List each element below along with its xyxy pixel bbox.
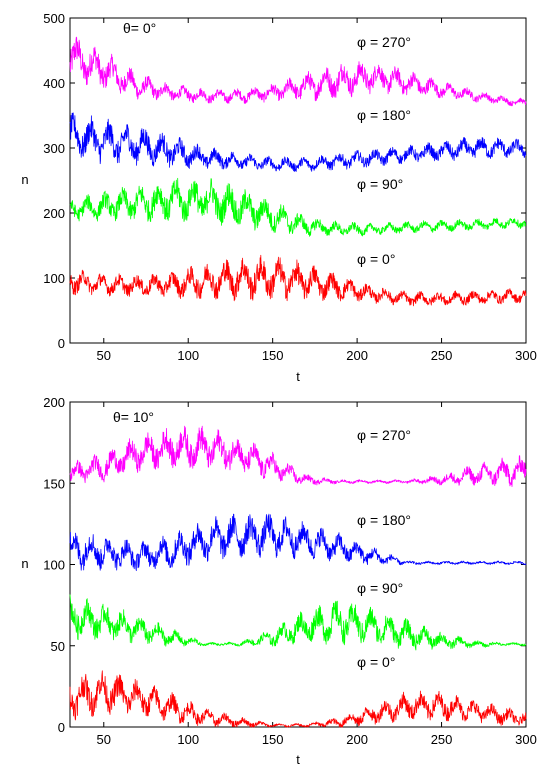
chart-bottom: 50 100 150 200 250 300 0 50 100 150 200 t n θ= 10°… <box>21 395 536 767</box>
theta-annotation: θ= 10° <box>113 409 154 425</box>
plot-frame <box>69 17 527 344</box>
x-tick-label: 50 <box>97 732 111 747</box>
series-line-green <box>69 177 527 237</box>
phi-label-0: φ = 0° <box>357 654 395 670</box>
phi-label-180: φ = 180° <box>357 512 411 528</box>
x-tick-label: 150 <box>262 732 284 747</box>
y-tick-label: 0 <box>58 720 65 735</box>
x-axis-title: t <box>296 752 300 767</box>
series-line-magenta <box>69 36 527 107</box>
x-tick-label: 150 <box>262 348 284 363</box>
phi-label-270: φ = 270° <box>357 34 411 50</box>
x-tick-label: 100 <box>177 348 199 363</box>
x-tick-label: 100 <box>177 732 199 747</box>
x-tick-label: 50 <box>97 348 111 363</box>
y-tick-label: 50 <box>51 639 65 654</box>
series-line-red <box>69 254 527 307</box>
y-tick-label: 200 <box>43 206 65 221</box>
x-tick-label: 250 <box>431 732 453 747</box>
series-group <box>69 36 527 307</box>
ticks: 50 100 150 200 250 300 0 100 200 300 400 500 <box>43 11 537 363</box>
y-tick-label: 100 <box>43 271 65 286</box>
x-tick-label: 250 <box>431 348 453 363</box>
chart-top: 50 100 150 200 250 300 0 100 200 300 400 500 t n θ=… <box>21 11 536 384</box>
series-group <box>69 425 527 728</box>
y-tick-label: 150 <box>43 476 65 491</box>
y-tick-label: 500 <box>43 11 65 26</box>
y-axis-title: n <box>21 172 28 187</box>
ticks: 50 100 150 200 250 300 0 50 100 150 200 <box>43 395 537 747</box>
x-tick-label: 300 <box>515 348 537 363</box>
y-tick-label: 300 <box>43 141 65 156</box>
x-tick-label: 200 <box>346 348 368 363</box>
series-line-magenta <box>69 425 527 487</box>
series-line-blue <box>69 112 527 172</box>
series-line-red <box>69 670 527 728</box>
y-tick-label: 200 <box>43 395 65 410</box>
phi-label-180: φ = 180° <box>357 107 411 123</box>
series-line-blue <box>69 513 527 571</box>
y-axis-title: n <box>21 556 28 571</box>
y-tick-label: 400 <box>43 76 65 91</box>
phi-label-0: φ = 0° <box>357 251 395 267</box>
phi-label-90: φ = 90° <box>357 176 403 192</box>
x-tick-label: 300 <box>515 732 537 747</box>
y-tick-label: 0 <box>58 336 65 351</box>
series-line-green <box>69 594 527 651</box>
y-tick-label: 100 <box>43 558 65 573</box>
theta-annotation: θ= 0° <box>123 20 156 36</box>
phi-label-90: φ = 90° <box>357 580 403 596</box>
x-axis-title: t <box>296 369 300 384</box>
phi-label-270: φ = 270° <box>357 427 411 443</box>
x-tick-label: 200 <box>346 732 368 747</box>
